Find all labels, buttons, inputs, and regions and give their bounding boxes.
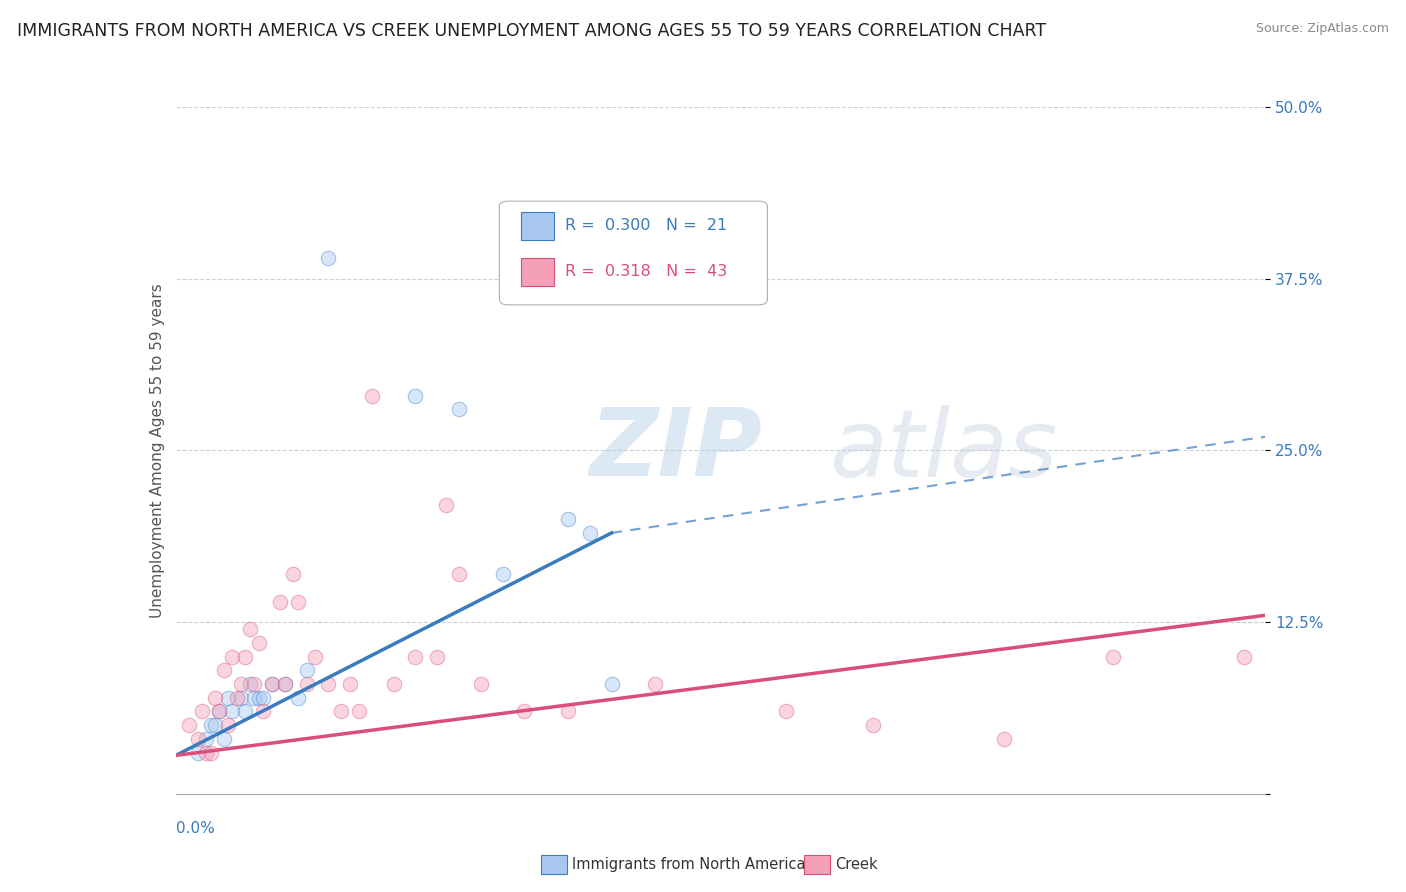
Point [304,649,326,664]
Point [212,663,235,677]
Text: ZIP: ZIP [591,404,762,497]
Text: Source: ZipAtlas.com: Source: ZipAtlas.com [1256,22,1389,36]
Point [212,731,235,746]
Text: R =  0.300   N =  21: R = 0.300 N = 21 [565,218,727,233]
Point [318,677,340,691]
Point [177,718,200,732]
Point [470,677,492,691]
Y-axis label: Unemployment Among Ages 55 to 59 years: Unemployment Among Ages 55 to 59 years [149,283,165,618]
Point [295,663,318,677]
Point [208,705,231,719]
Point [283,567,305,582]
Point [186,746,209,760]
Point [231,677,253,691]
Point [269,594,291,608]
Point [204,690,226,705]
Point [243,690,266,705]
Point [330,705,353,719]
Point [195,731,218,746]
Point [274,677,297,691]
Point [274,677,297,691]
Point [221,705,243,719]
Point [217,718,239,732]
Point [775,705,797,719]
Point [247,690,270,705]
Point [186,731,209,746]
Point [235,705,257,719]
Point [600,677,623,691]
Point [191,705,214,719]
Point [239,622,262,636]
Point [447,567,470,582]
Point [644,677,666,691]
Point [492,567,515,582]
Text: IMMIGRANTS FROM NORTH AMERICA VS CREEK UNEMPLOYMENT AMONG AGES 55 TO 59 YEARS CO: IMMIGRANTS FROM NORTH AMERICA VS CREEK U… [17,22,1046,40]
Point [287,594,309,608]
Text: Immigrants from North America: Immigrants from North America [572,857,806,871]
Point [447,402,470,417]
Point [231,690,253,705]
Point [260,677,283,691]
Point [252,690,274,705]
Point [200,746,222,760]
Point [200,718,222,732]
Point [557,512,579,526]
FancyBboxPatch shape [499,201,768,305]
Point [208,705,231,719]
Point [239,677,262,691]
Text: Creek: Creek [835,857,877,871]
Point [318,251,340,265]
Point [1102,649,1125,664]
Point [347,705,370,719]
Text: R =  0.318   N =  43: R = 0.318 N = 43 [565,264,727,279]
Point [243,677,266,691]
Point [360,388,382,402]
Point [247,636,270,650]
Point [426,649,449,664]
Point [513,705,536,719]
Point [225,690,247,705]
FancyBboxPatch shape [522,212,554,240]
Point [405,649,427,664]
Point [204,718,226,732]
Point [217,690,239,705]
Point [993,731,1015,746]
Point [287,690,309,705]
Point [339,677,361,691]
Point [579,525,602,540]
Point [195,746,218,760]
Point [1232,649,1256,664]
Point [557,705,579,719]
Point [405,388,427,402]
Point [382,677,405,691]
Point [260,677,283,691]
Point [862,718,884,732]
Point [221,649,243,664]
Point [295,677,318,691]
Point [434,499,457,513]
Point [252,705,274,719]
Point [235,649,257,664]
Text: atlas: atlas [830,405,1057,496]
Text: 0.0%: 0.0% [176,822,215,837]
FancyBboxPatch shape [522,258,554,285]
